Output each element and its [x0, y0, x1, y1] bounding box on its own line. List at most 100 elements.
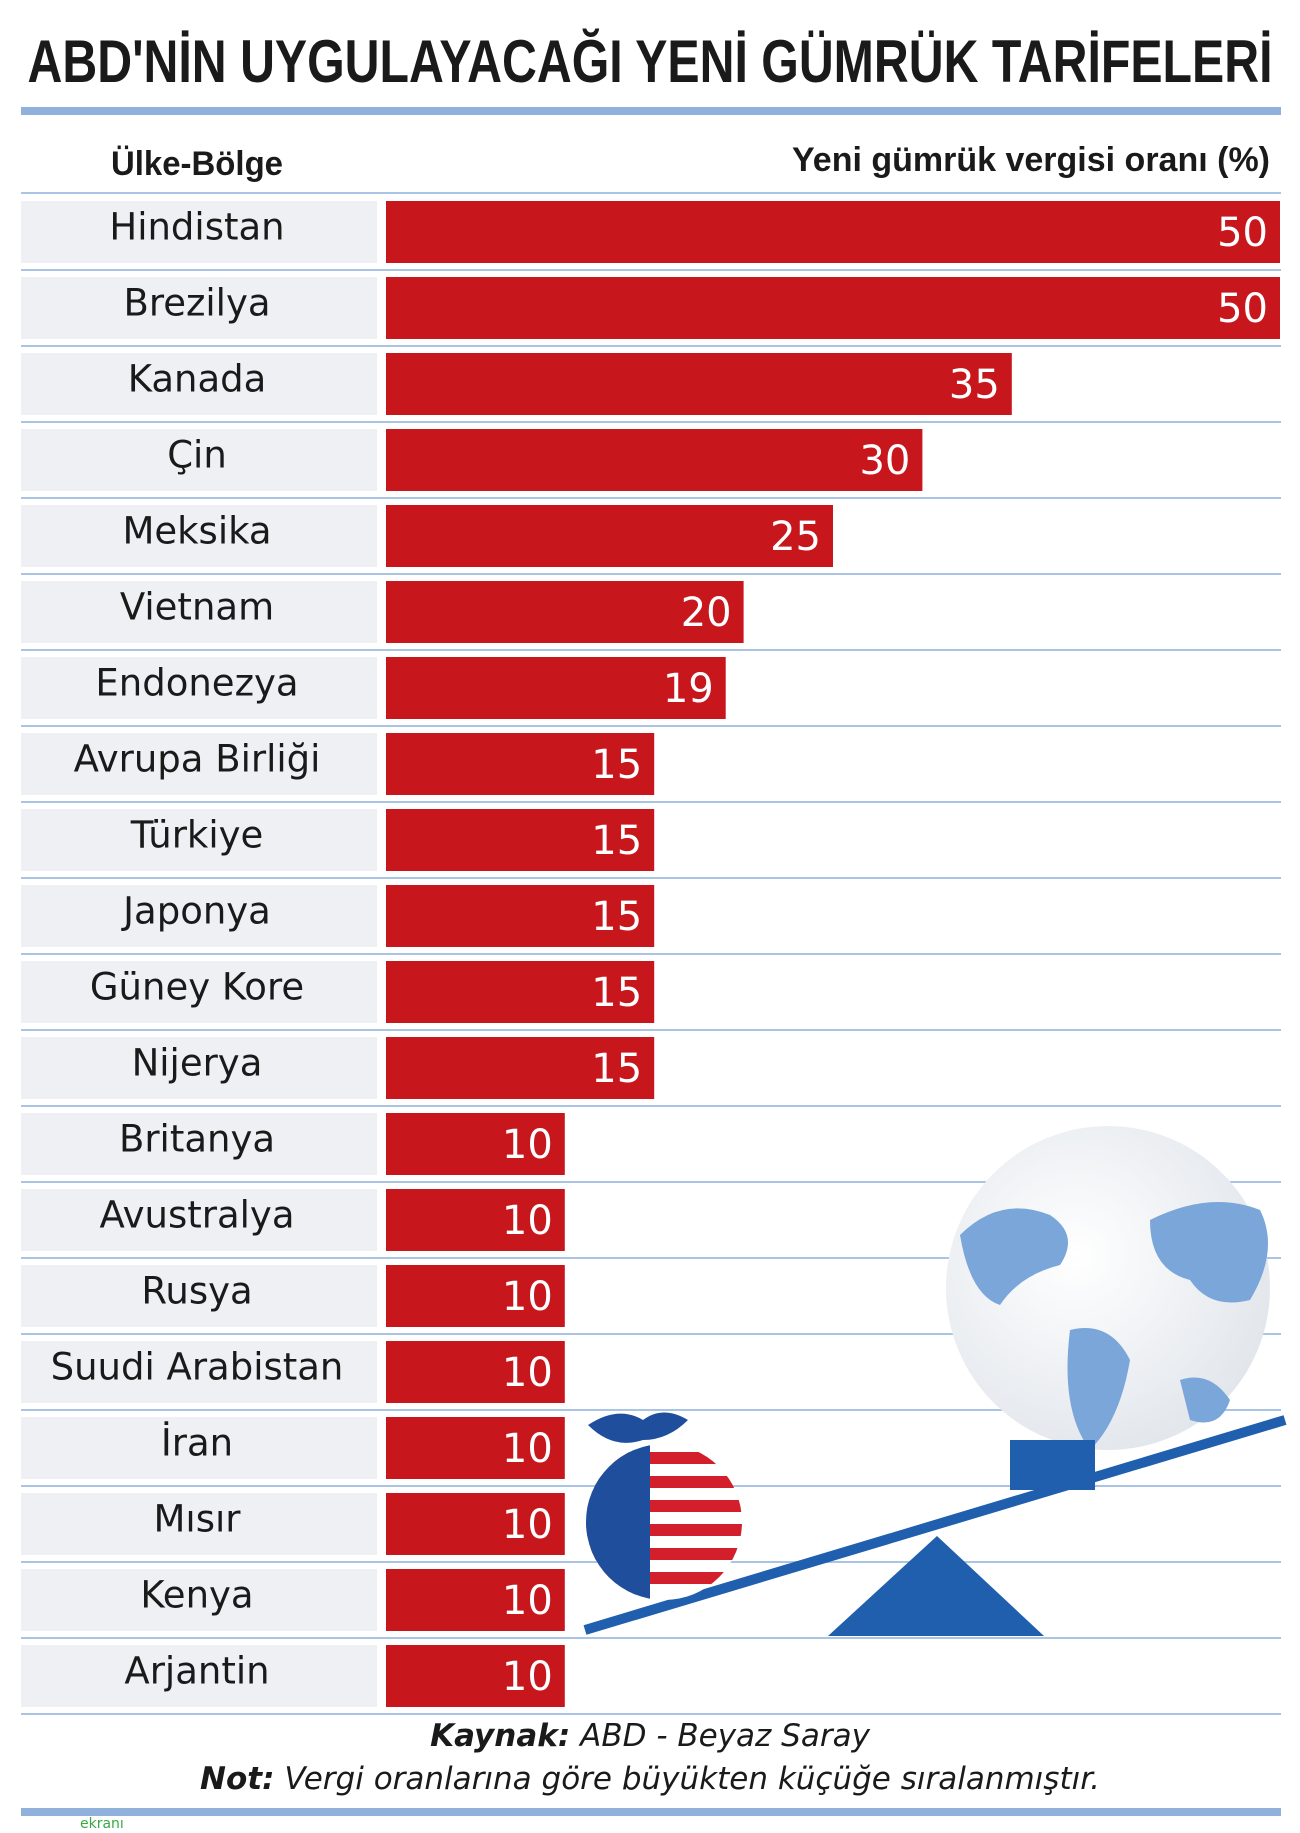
label-cell: [21, 1341, 377, 1403]
label-cell: [21, 505, 377, 567]
label-cell: [21, 733, 377, 795]
category-label: Meksika: [122, 510, 271, 553]
category-label: Brezilya: [123, 282, 270, 325]
value-label: 10: [502, 1274, 553, 1320]
label-cell: [21, 353, 377, 415]
category-label: Çin: [167, 434, 227, 477]
watermark: ekranı: [80, 1816, 124, 1832]
bar: [386, 1417, 565, 1479]
value-label: 50: [1217, 210, 1268, 256]
label-cell: [21, 1265, 377, 1327]
label-cell: [21, 961, 377, 1023]
category-label: Kanada: [128, 358, 267, 401]
label-cell: [21, 429, 377, 491]
category-header: Ülke-Bölge: [111, 145, 283, 183]
label-cell: [21, 1037, 377, 1099]
label-cell: [21, 657, 377, 719]
bar: [386, 1493, 565, 1555]
category-label: Avustralya: [99, 1194, 294, 1237]
label-cell: [21, 581, 377, 643]
title-rule: [21, 107, 1281, 115]
category-label: Güney Kore: [90, 966, 304, 1009]
bar: [386, 961, 655, 1023]
source-text: ABD - Beyaz Saray: [578, 1718, 870, 1754]
category-label: Vietnam: [120, 586, 274, 629]
value-label: 19: [663, 666, 714, 712]
chart-title: ABD'NİN UYGULAYACAĞI YENİ GÜMRÜK TARİFEL…: [28, 28, 1273, 95]
category-label: Endonezya: [95, 662, 298, 705]
category-label: Suudi Arabistan: [51, 1346, 344, 1389]
category-label: Rusya: [141, 1270, 252, 1313]
bar: [386, 201, 1280, 263]
value-label: 10: [502, 1654, 553, 1700]
bar: [386, 1645, 565, 1707]
label-cell: [21, 277, 377, 339]
bar: [386, 809, 655, 871]
bar: [386, 1037, 655, 1099]
label-cell: [21, 885, 377, 947]
bar: [386, 353, 1012, 415]
bar: [386, 277, 1280, 339]
value-label: 10: [502, 1578, 553, 1624]
money-bag: [586, 1444, 742, 1600]
bar: [386, 1189, 565, 1251]
value-label: 10: [502, 1350, 553, 1396]
bar: [386, 505, 833, 567]
value-label: 10: [502, 1198, 553, 1244]
bar: [386, 885, 655, 947]
value-label: 35: [949, 362, 1000, 408]
value-header: Yeni gümrük vergisi oranı (%): [792, 141, 1270, 179]
label-cell: [21, 1417, 377, 1479]
source-label: Kaynak:: [430, 1718, 570, 1754]
category-label: Arjantin: [124, 1650, 269, 1693]
seesaw-fulcrum: [828, 1536, 1044, 1636]
label-cell: [21, 1113, 377, 1175]
value-label: 15: [591, 818, 642, 864]
category-label: Britanya: [119, 1118, 275, 1161]
bar: [386, 1569, 565, 1631]
value-label: 15: [591, 742, 642, 788]
note: Not: Vergi oranlarına göre büyükten küçü…: [200, 1761, 1100, 1797]
label-cell: [21, 1493, 377, 1555]
value-label: 15: [591, 894, 642, 940]
value-label: 50: [1217, 286, 1268, 332]
bar: [386, 733, 655, 795]
category-label: Avrupa Birliği: [74, 738, 321, 781]
footer-rule: [21, 1808, 1281, 1816]
value-label: 10: [502, 1122, 553, 1168]
category-label: Türkiye: [130, 814, 264, 857]
rows: Hindistan 50 Brezilya 50 Kanada 35 Çin 30 Meksik…: [21, 192, 1281, 1715]
label-cell: [21, 1645, 377, 1707]
value-label: 20: [681, 590, 732, 636]
value-label: 25: [770, 514, 821, 560]
label-cell: [21, 1189, 377, 1251]
note-text: Vergi oranlarına göre büyükten küçüğe sı…: [284, 1761, 1100, 1797]
continents: [960, 1202, 1268, 1450]
category-label: İran: [161, 1422, 233, 1465]
category-label: Kenya: [140, 1574, 253, 1617]
bar: [386, 1113, 565, 1175]
value-label: 10: [502, 1502, 553, 1548]
category-label: Mısır: [154, 1498, 242, 1541]
bar: [386, 581, 744, 643]
value-label: 15: [591, 1046, 642, 1092]
category-label: Nijerya: [132, 1042, 263, 1085]
bar: [386, 429, 923, 491]
label-cell: [21, 1569, 377, 1631]
label-cell: [21, 809, 377, 871]
bar: [386, 1341, 565, 1403]
value-label: 10: [502, 1426, 553, 1472]
label-cell: [21, 201, 377, 263]
illustration: [583, 1126, 1287, 1636]
seesaw-beam: [583, 1415, 1287, 1635]
value-label: 15: [591, 970, 642, 1016]
bag-tie: [588, 1412, 688, 1443]
category-label: Hindistan: [109, 206, 284, 249]
bar: [386, 1265, 565, 1327]
value-label: 30: [859, 438, 910, 484]
category-label: Japonya: [121, 890, 271, 933]
source: Kaynak: ABD - Beyaz Saray: [430, 1718, 871, 1754]
bar: [386, 657, 726, 719]
note-label: Not:: [200, 1761, 274, 1797]
